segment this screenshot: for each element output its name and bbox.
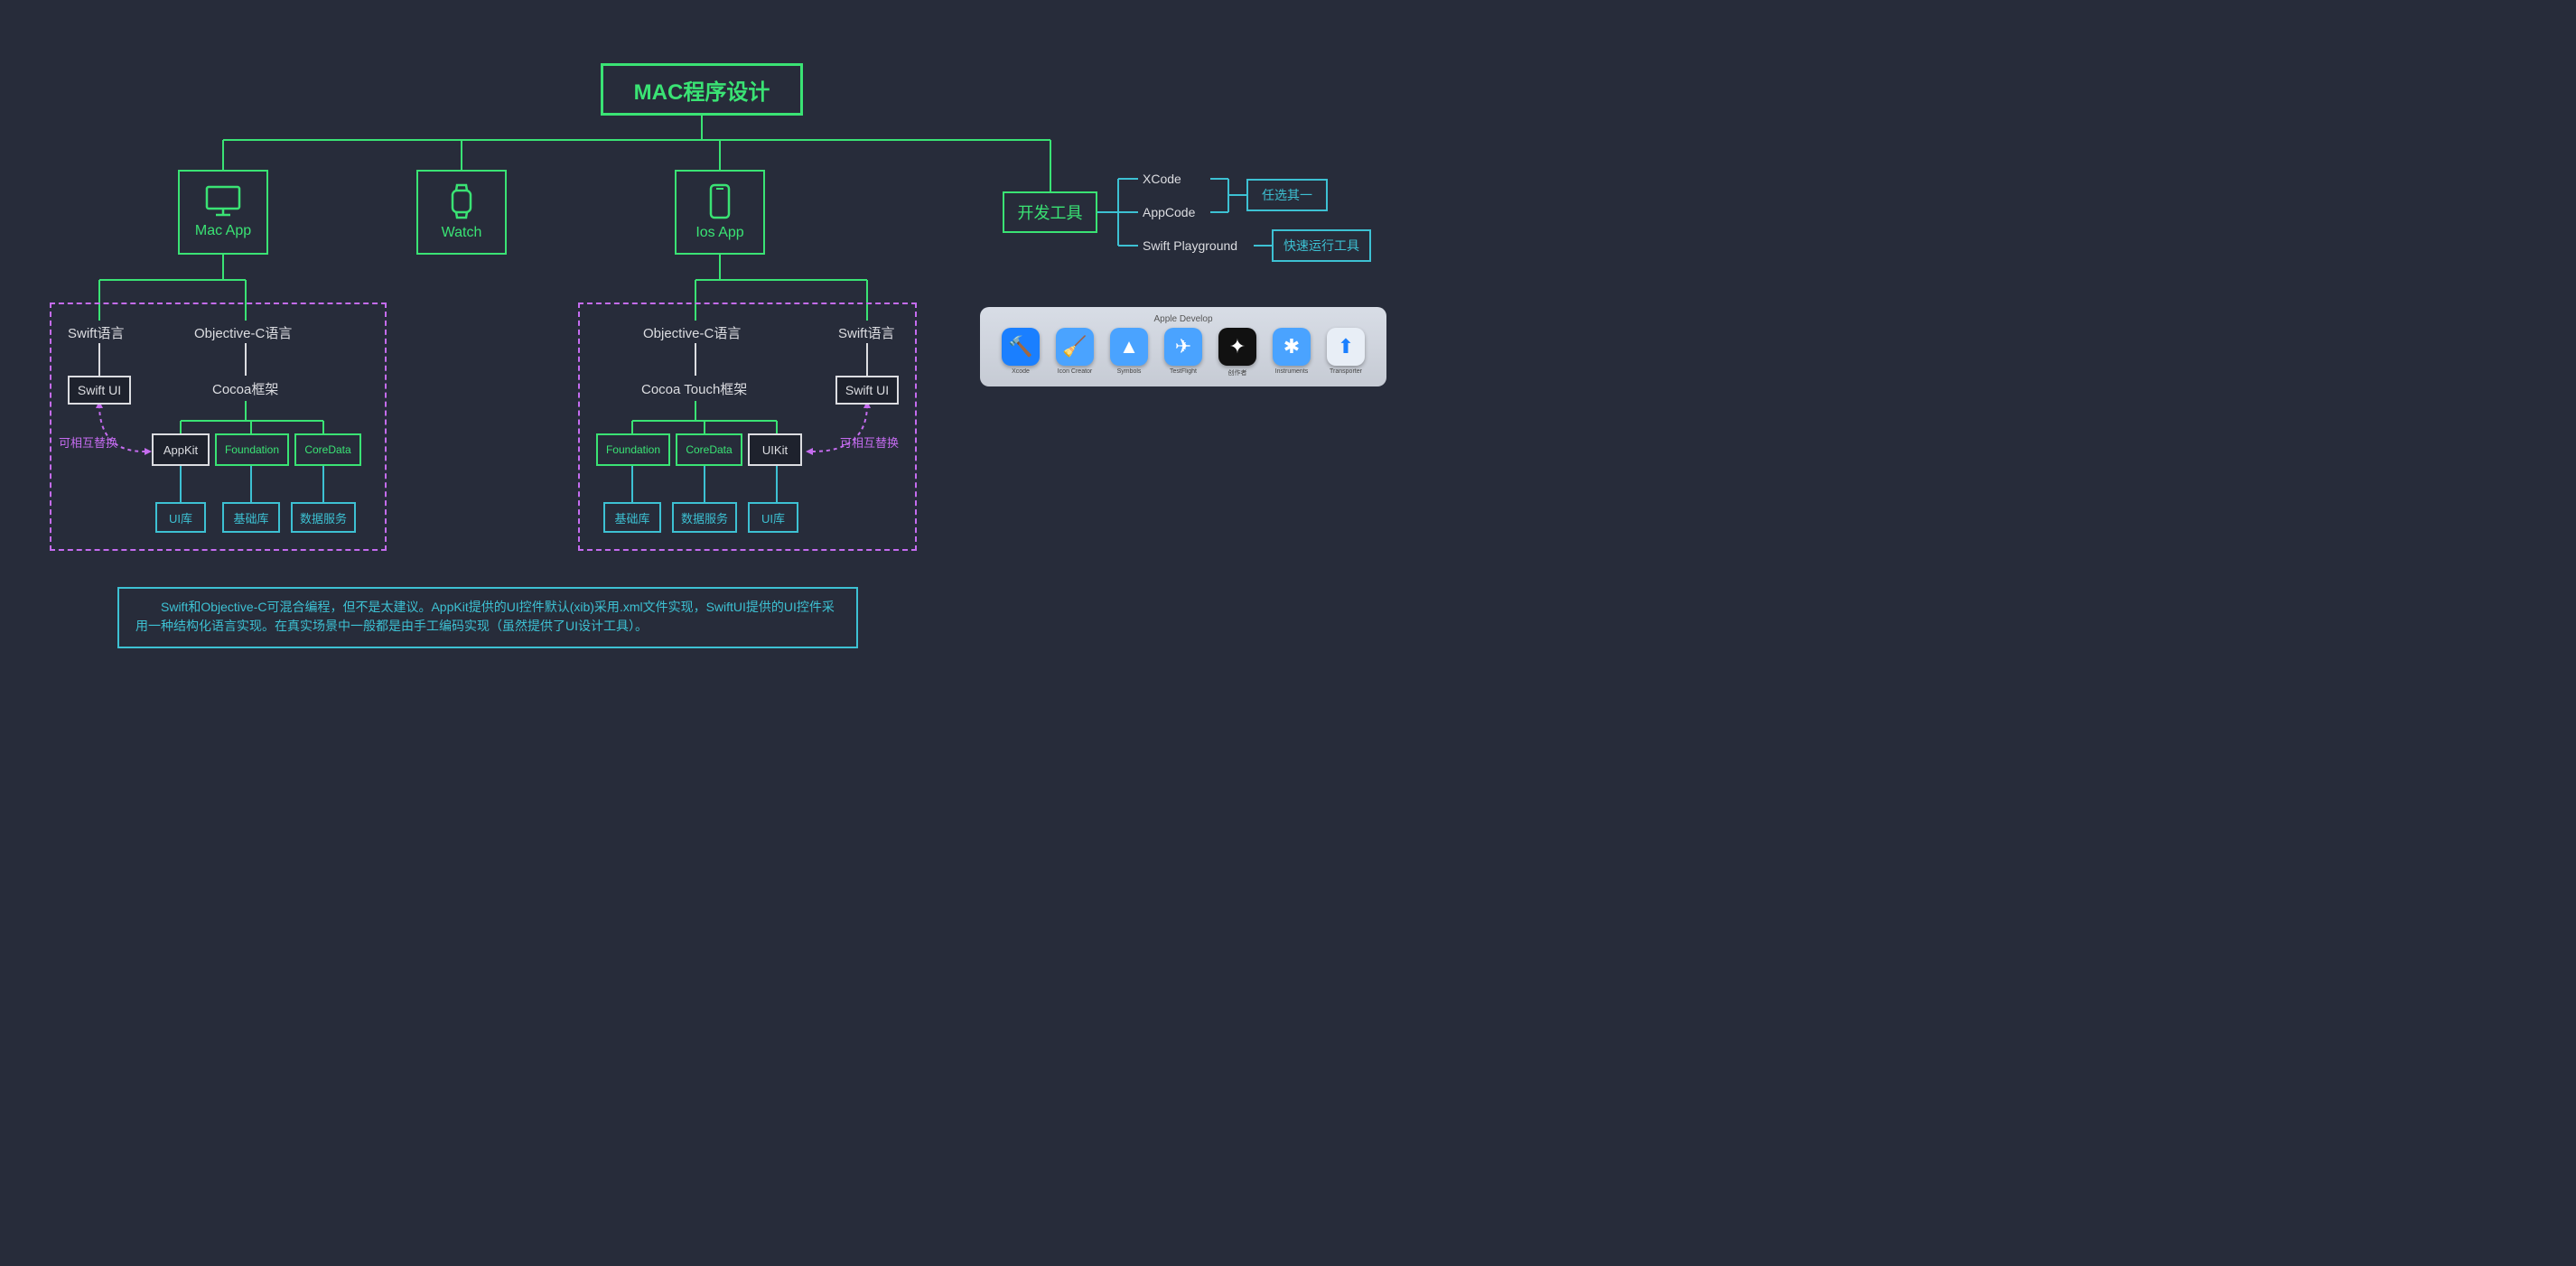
mac-baselib: 基础库 bbox=[222, 502, 280, 533]
dock-item: ▲ Symbols bbox=[1108, 328, 1150, 377]
dock-app-label: 创作者 bbox=[1217, 368, 1258, 377]
dock-app-label: Instruments bbox=[1271, 368, 1312, 375]
mac-uilib-label: UI库 bbox=[169, 509, 192, 526]
dock-app-icon: ⬆ bbox=[1327, 328, 1365, 366]
dock-item: ✱ Instruments bbox=[1271, 328, 1312, 377]
mac-appkit: AppKit bbox=[152, 433, 210, 466]
mac-foundation: Foundation bbox=[215, 433, 289, 466]
phone-icon bbox=[707, 183, 733, 219]
mac-uilib: UI库 bbox=[155, 502, 206, 533]
mac-datasvc: 数据服务 bbox=[291, 502, 356, 533]
watch-label: Watch bbox=[442, 225, 482, 241]
mac-swiftui-label: Swift UI bbox=[78, 383, 121, 397]
watch-node: Watch bbox=[416, 170, 507, 255]
mac-foundation-label: Foundation bbox=[225, 443, 279, 456]
devtool-appcode: AppCode bbox=[1143, 205, 1195, 219]
ios-uikit-label: UIKit bbox=[762, 443, 788, 457]
watch-icon bbox=[447, 183, 476, 219]
dock-app-label: Xcode bbox=[1000, 368, 1041, 375]
devtools-node: 开发工具 bbox=[1003, 191, 1097, 233]
devtools-label: 开发工具 bbox=[1018, 200, 1083, 224]
dock-app-icon: ✦ bbox=[1218, 328, 1256, 366]
ios-swiftui-label: Swift UI bbox=[845, 383, 889, 397]
ios-swift-lang: Swift语言 bbox=[838, 323, 895, 342]
desktop-icon bbox=[203, 185, 243, 218]
note-box: Swift和Objective-C可混合编程，但不是太建议。AppKit提供的U… bbox=[117, 587, 858, 648]
ios-objc-lang: Objective-C语言 bbox=[643, 323, 741, 342]
mac-interchangeable: 可相互替换 bbox=[59, 433, 117, 451]
dock-item: ✦ 创作者 bbox=[1217, 328, 1258, 377]
ios-baselib-label: 基础库 bbox=[614, 509, 649, 526]
ios-coredata: CoreData bbox=[676, 433, 742, 466]
dock-app-label: TestFlight bbox=[1162, 368, 1204, 375]
dock-item: ⬆ Transporter bbox=[1325, 328, 1367, 377]
dock-app-label: Transporter bbox=[1325, 368, 1367, 375]
ios-foundation: Foundation bbox=[596, 433, 670, 466]
dock-app-label: Icon Creator bbox=[1054, 368, 1096, 375]
mac-datasvc-label: 数据服务 bbox=[300, 509, 347, 526]
dock-app-icon: 🔨 bbox=[1002, 328, 1040, 366]
dock-item: 🔨 Xcode bbox=[1000, 328, 1041, 377]
ios-cocoatouch: Cocoa Touch框架 bbox=[641, 379, 747, 398]
root-title: MAC程序设计 bbox=[634, 74, 770, 106]
mac-objc-lang: Objective-C语言 bbox=[194, 323, 292, 342]
ios-app-label: Ios App bbox=[695, 225, 743, 241]
ios-uilib-label: UI库 bbox=[761, 509, 785, 526]
mac-coredata-label: CoreData bbox=[304, 443, 350, 456]
devtool-xcode: XCode bbox=[1143, 172, 1181, 186]
dock-app-icon: ✈ bbox=[1164, 328, 1202, 366]
mac-app-node: Mac App bbox=[178, 170, 268, 255]
dock-item: 🧹 Icon Creator bbox=[1054, 328, 1096, 377]
ios-coredata-label: CoreData bbox=[686, 443, 732, 456]
ios-foundation-label: Foundation bbox=[606, 443, 660, 456]
dock-app-label: Symbols bbox=[1108, 368, 1150, 375]
chooseone-label: 任选其一 bbox=[1262, 186, 1312, 204]
mac-app-label: Mac App bbox=[195, 223, 251, 239]
dock-title: Apple Develop bbox=[991, 314, 1376, 324]
ios-interchangeable: 可相互替换 bbox=[840, 433, 899, 451]
ios-baselib: 基础库 bbox=[603, 502, 661, 533]
note-text: Swift和Objective-C可混合编程，但不是太建议。AppKit提供的U… bbox=[135, 598, 840, 636]
mac-cocoa: Cocoa框架 bbox=[212, 379, 278, 398]
mac-baselib-label: 基础库 bbox=[233, 509, 268, 526]
mac-swiftui: Swift UI bbox=[68, 376, 131, 405]
ios-app-node: Ios App bbox=[675, 170, 765, 255]
devtool-chooseone: 任选其一 bbox=[1246, 179, 1328, 211]
ios-datasvc: 数据服务 bbox=[672, 502, 737, 533]
dock-app-icon: ✱ bbox=[1273, 328, 1311, 366]
dock-app-icon: ▲ bbox=[1110, 328, 1148, 366]
devtool-quickrun: 快速运行工具 bbox=[1272, 229, 1371, 262]
apple-develop-dock: Apple Develop 🔨 Xcode 🧹 Icon Creator ▲ Symbol… bbox=[980, 307, 1386, 386]
ios-uilib: UI库 bbox=[748, 502, 798, 533]
mac-appkit-label: AppKit bbox=[163, 443, 198, 457]
mac-coredata: CoreData bbox=[294, 433, 361, 466]
root-node: MAC程序设计 bbox=[601, 63, 803, 116]
devtool-playground: Swift Playground bbox=[1143, 238, 1237, 253]
mac-swift-lang: Swift语言 bbox=[68, 323, 125, 342]
dock-row: 🔨 Xcode 🧹 Icon Creator ▲ Symbols ✈ TestFlight ✦ 创… bbox=[991, 328, 1376, 377]
ios-uikit: UIKit bbox=[748, 433, 802, 466]
quickrun-label: 快速运行工具 bbox=[1283, 237, 1359, 255]
ios-datasvc-label: 数据服务 bbox=[681, 509, 728, 526]
ios-swiftui: Swift UI bbox=[835, 376, 899, 405]
dock-item: ✈ TestFlight bbox=[1162, 328, 1204, 377]
dock-app-icon: 🧹 bbox=[1056, 328, 1094, 366]
